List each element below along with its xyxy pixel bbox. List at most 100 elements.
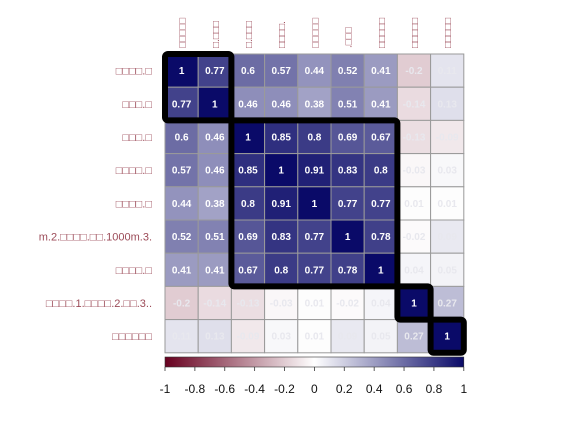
heatmap-cell [396,53,432,88]
heatmap-value-label: 0.01 [437,199,457,210]
heatmap-cell [197,319,232,354]
colorbar: -1 -0.8 -0.6 -0.4 -0.2 0 0.2 0.4 0.6 0.8 1 [160,356,467,396]
heatmap-value-labels: 1 0.77 0.6 0.57 0.44 0.52 0.41 -0.2 0.11 0.77 1 0.4… [172,66,459,343]
heatmap-cell [264,319,299,354]
heatmap-value-label: -0.13 [237,299,260,310]
heatmap-value-label: 0.41 [172,265,192,276]
heatmap-value-label: 0.6 [175,133,189,144]
cluster-outline [394,283,434,323]
heatmap-value-label: 0.09 [338,332,358,343]
colorbar-tick-label: 0 [311,382,318,396]
heatmap-value-label: 0.77 [172,99,192,110]
heatmap-value-label: 0.38 [305,99,325,110]
heatmap-value-label: 0.11 [172,332,191,343]
heatmap-value-label: 0.52 [172,232,192,243]
heatmap-value-label: 0.85 [238,166,258,177]
row-label: m.2.□□□□.□□.1000m.3. [39,232,152,244]
heatmap-value-label: 0.13 [437,99,457,110]
heatmap-value-label: 0.41 [205,265,225,276]
row-label: □□□□.□ [116,198,153,210]
row-label: □□□.□ [122,132,152,144]
row-labels: □□□□.□ □□□.□ □□□.□ □□□□.□ □□□□.□ m.2.□□□□.□□.… [39,66,153,344]
heatmap-cell [197,53,232,88]
heatmap-value-label: 0.67 [238,265,258,276]
heatmap-value-label: 1 [312,199,318,210]
row-label: □□□□.□ [116,265,153,277]
colorbar-tick-label: 0.8 [426,382,443,396]
heatmap-value-label: 0.57 [271,66,291,77]
heatmap-value-label: 0.77 [305,232,325,243]
heatmap-value-label: 1 [378,265,384,276]
heatmap-value-label: 0.78 [371,232,391,243]
column-label: □□□□. [277,21,288,48]
heatmap-cell [430,119,465,155]
heatmap-value-label: -0.2 [173,299,191,310]
heatmap-cell [330,285,365,321]
heatmap-value-label: -0.02 [336,299,359,310]
heatmap-value-label: 0.69 [238,232,258,243]
colorbar-tick-label: 0.2 [336,382,353,396]
heatmap-cell [164,119,199,155]
heatmap-cell [396,86,432,121]
heatmap-cell [430,153,465,188]
heatmap-cell [363,319,398,354]
row-label: □□□□.□ [116,165,153,177]
heatmap-cell [363,252,398,287]
heatmap-value-label: 1 [179,66,185,77]
row-label: □□□□.□ [116,66,153,78]
column-label: .□□□ [344,27,355,48]
heatmap-value-label: -0.03 [403,166,426,177]
heatmap-cell [264,153,299,188]
heatmap-value-label: 0.01 [305,299,325,310]
heatmap-value-label: 0.13 [205,332,225,343]
heatmap-cell [197,153,232,188]
heatmap-cell [297,86,332,121]
cluster-outline [162,51,235,124]
column-label: □□□□□ [178,18,189,48]
heatmap-value-label: -0.2 [405,66,423,77]
column-label: □□□□□ [310,18,321,48]
colorbar-tick-label: 0.6 [396,382,413,396]
heatmap-value-label: -0.14 [403,99,426,110]
heatmap-value-label: 0.83 [338,166,358,177]
heatmap-value-label: -0.02 [403,232,426,243]
heatmap-value-label: 0.91 [305,166,325,177]
heatmap-value-label: -0.13 [403,133,426,144]
heatmap-cell [230,319,266,354]
heatmap-value-label: 0.8 [307,133,321,144]
row-label: □□□□.1.□□□□.2.□□.3.. [46,298,152,310]
heatmap-value-label: 1 [245,133,251,144]
colorbar-tick-label: 0.4 [366,382,383,396]
heatmap-value-label: 0.03 [271,332,291,343]
heatmap-value-label: 0.8 [241,199,255,210]
heatmap-value-label: 1 [278,166,284,177]
heatmap-cell [164,219,199,254]
heatmap-value-label: -0.03 [270,299,293,310]
heatmap-value-label: 0.44 [305,66,325,77]
row-label: □□□.□ [122,99,152,111]
heatmap-value-label: 0.03 [437,166,457,177]
heatmap-value-label: 0.8 [274,265,288,276]
column-labels: □□□□□ □.□□□ □.□□□ □□□□. □□□□□ .□□□ □□□□□ □□□□□ □… [178,18,455,48]
heatmap-value-label: 0.52 [338,66,358,77]
colorbar-tick-label: -1 [160,382,171,396]
heatmap-value-label: 0.77 [338,199,358,210]
heatmap-value-label: 0.46 [205,166,225,177]
heatmap-value-label: 0.46 [271,99,291,110]
heatmap-value-label: 0.46 [205,133,225,144]
heatmap-value-label: 0.77 [305,265,325,276]
colorbar-tick-label: -0.8 [185,382,206,396]
heatmap-value-label: 0.83 [271,232,291,243]
heatmap-value-label: 1 [345,232,351,243]
heatmap-value-label: 0.51 [338,99,358,110]
column-label: □□□□□ [410,18,421,48]
heatmap-value-label: 0.44 [172,199,192,210]
column-label: □.□□□ [211,21,222,48]
heatmap-cell [363,86,398,121]
heatmap-value-label: 0.05 [371,332,391,343]
heatmap-value-label: 0.27 [437,299,457,310]
heatmap-cells [164,53,465,354]
heatmap-value-label: 0.78 [338,265,358,276]
heatmap-cell [297,319,332,354]
